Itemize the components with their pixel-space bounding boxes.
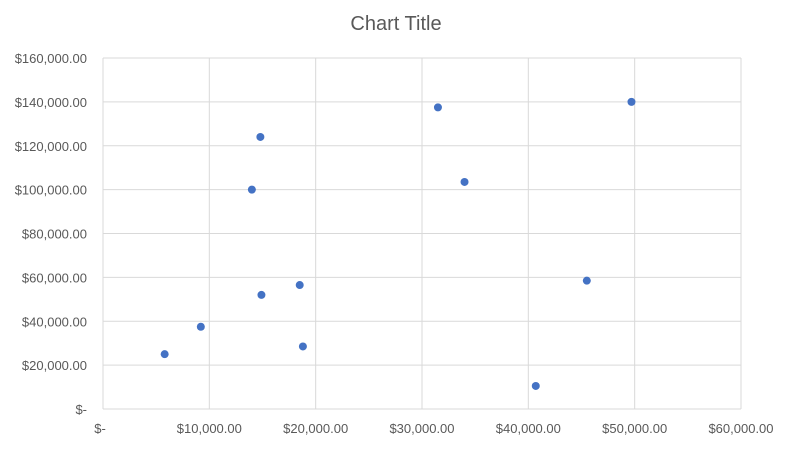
x-tick-label: $60,000.00	[708, 421, 773, 436]
y-tick-label: $140,000.00	[15, 95, 87, 110]
x-tick-label: $50,000.00	[602, 421, 667, 436]
x-tick-label: $30,000.00	[389, 421, 454, 436]
x-tick-label: $10,000.00	[177, 421, 242, 436]
y-tick-label: $40,000.00	[22, 314, 87, 329]
y-axis-tick-labels: $- $20,000.00 $40,000.00 $60,000.00 $80,000.…	[15, 51, 87, 417]
chart-title: Chart Title	[350, 13, 441, 35]
y-tick-label: $-	[75, 402, 87, 417]
x-tick-label: $-	[94, 421, 106, 436]
y-tick-label: $120,000.00	[15, 139, 87, 154]
data-point	[460, 177, 469, 186]
data-point	[256, 132, 265, 141]
y-tick-label: $160,000.00	[15, 51, 87, 66]
data-points	[160, 97, 636, 390]
x-axis-tick-labels: $- $10,000.00 $20,000.00 $30,000.00 $40,000.…	[94, 421, 773, 436]
data-point	[582, 276, 591, 285]
y-tick-label: $20,000.00	[22, 358, 87, 373]
data-point	[160, 350, 169, 359]
data-point	[196, 322, 205, 331]
data-point	[295, 281, 304, 290]
x-tick-label: $40,000.00	[496, 421, 561, 436]
y-tick-label: $60,000.00	[22, 270, 87, 285]
data-point	[257, 290, 266, 299]
grid-lines	[102, 57, 742, 410]
data-point	[627, 97, 636, 106]
data-point	[433, 103, 442, 112]
x-tick-label: $20,000.00	[283, 421, 348, 436]
y-tick-label: $100,000.00	[15, 183, 87, 198]
data-point	[298, 342, 307, 351]
y-tick-label: $80,000.00	[22, 227, 87, 242]
data-point	[531, 381, 540, 390]
data-point	[247, 185, 256, 194]
